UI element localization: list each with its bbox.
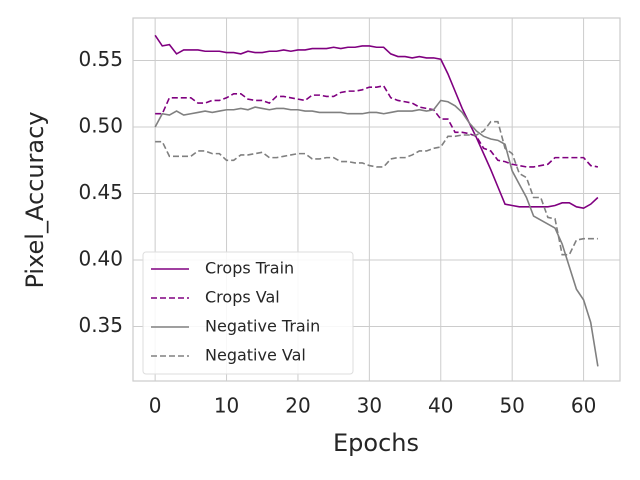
legend-box [142, 251, 354, 375]
data-line [154, 34, 599, 209]
data-line [155, 84, 599, 168]
legend-label: Negative Train [205, 317, 320, 336]
y-tick-label: 0.35 [78, 313, 123, 337]
x-tick-label: 40 [428, 394, 453, 418]
plot-frame [132, 17, 621, 382]
x-tick-label: 10 [214, 394, 239, 418]
y-tick-label: 0.45 [78, 180, 123, 204]
y-tick-label: 0.55 [78, 47, 123, 71]
x-tick-label: 60 [571, 394, 596, 418]
y-tick-label: 0.40 [78, 247, 123, 271]
x-tick-label: 0 [149, 394, 162, 418]
x-tick-label: 20 [285, 394, 310, 418]
x-axis-label: Epochs [333, 429, 419, 457]
legend-label: Crops Train [205, 259, 294, 278]
x-tick-label: 30 [357, 394, 382, 418]
y-tick-label: 0.50 [78, 114, 123, 138]
x-tick-label: 50 [499, 394, 524, 418]
data-line [154, 99, 599, 367]
legend-label: Crops Val [205, 288, 280, 307]
data-line [155, 120, 598, 256]
y-axis-label: Pixel_Accuracy [21, 111, 49, 288]
legend-label: Negative Val [205, 346, 306, 365]
